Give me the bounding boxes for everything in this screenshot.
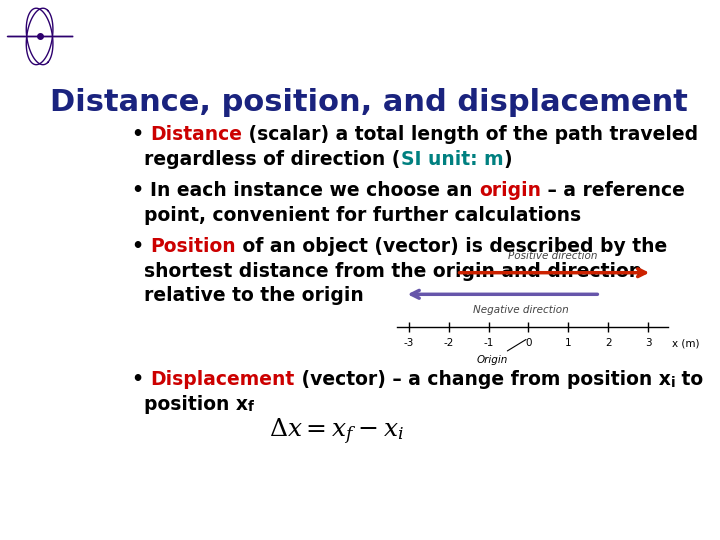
Text: i: i bbox=[670, 376, 675, 390]
Text: shortest distance from the origin and direction: shortest distance from the origin and di… bbox=[144, 262, 642, 281]
Text: $\Delta x = x_f - x_i$: $\Delta x = x_f - x_i$ bbox=[269, 417, 404, 447]
Text: •: • bbox=[132, 181, 150, 200]
Text: •: • bbox=[132, 125, 150, 144]
Text: x (m): x (m) bbox=[672, 338, 700, 348]
Text: Displacement: Displacement bbox=[150, 370, 294, 389]
Text: Position: Position bbox=[150, 238, 236, 256]
Text: Origin: Origin bbox=[477, 340, 526, 365]
Text: Negative direction: Negative direction bbox=[472, 305, 568, 315]
Text: •: • bbox=[132, 238, 150, 256]
Text: 2: 2 bbox=[605, 338, 611, 348]
Text: •: • bbox=[132, 370, 150, 389]
Text: -1: -1 bbox=[483, 338, 494, 348]
Text: (vector) – a change from position x: (vector) – a change from position x bbox=[294, 370, 670, 389]
Text: regardless of direction (: regardless of direction ( bbox=[144, 150, 400, 168]
Text: Distance: Distance bbox=[150, 125, 243, 144]
Text: (scalar) a total length of the path traveled: (scalar) a total length of the path trav… bbox=[243, 125, 698, 144]
Text: In each instance we choose an: In each instance we choose an bbox=[150, 181, 480, 200]
Text: – a reference: – a reference bbox=[541, 181, 685, 200]
Text: 3: 3 bbox=[645, 338, 652, 348]
Text: Distance, position, and displacement: Distance, position, and displacement bbox=[50, 87, 688, 117]
Text: 0: 0 bbox=[525, 338, 531, 348]
Text: Positive direction: Positive direction bbox=[508, 251, 597, 261]
Text: SI unit: m: SI unit: m bbox=[400, 150, 503, 168]
Text: origin: origin bbox=[480, 181, 541, 200]
FancyArrowPatch shape bbox=[411, 291, 598, 298]
Text: of an object (vector) is described by the: of an object (vector) is described by th… bbox=[236, 238, 667, 256]
Text: to: to bbox=[675, 370, 703, 389]
Text: point, convenient for further calculations: point, convenient for further calculatio… bbox=[144, 206, 581, 225]
Text: relative to the origin: relative to the origin bbox=[144, 286, 364, 306]
Text: f: f bbox=[248, 400, 254, 414]
Text: -2: -2 bbox=[444, 338, 454, 348]
Text: position x: position x bbox=[144, 395, 248, 414]
Text: 1: 1 bbox=[565, 338, 572, 348]
Text: -3: -3 bbox=[403, 338, 414, 348]
Text: ): ) bbox=[503, 150, 512, 168]
FancyArrowPatch shape bbox=[459, 269, 645, 276]
